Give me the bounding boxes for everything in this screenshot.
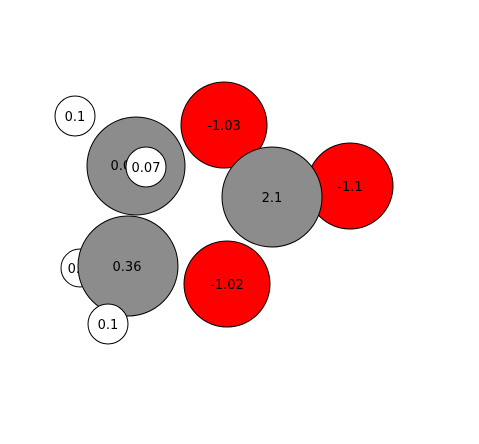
atom-charge-label: -1.03 [207, 119, 241, 134]
atom-h-bottom: 0.1 [87, 303, 129, 345]
atom-charge-label: 0.1 [65, 110, 86, 125]
atom-circle [87, 303, 129, 345]
atom-charge-label: 2.1 [262, 191, 283, 206]
atom-h-top-left: 0.1 [54, 95, 96, 137]
atom-center: 2.1 [221, 146, 323, 248]
atom-o-top: -1.03 [180, 81, 268, 169]
atom-o-bottom: -1.02 [183, 240, 271, 328]
atom-c-lower: 0.36 [77, 215, 179, 317]
atom-circle [77, 215, 179, 317]
atom-circle [125, 146, 167, 188]
atom-circle [183, 240, 271, 328]
atom-charge-label: -1.02 [210, 278, 244, 293]
atom-o-right: -1.1 [306, 142, 394, 230]
atom-charge-label: -1.1 [337, 180, 362, 195]
atom-circle [221, 146, 323, 248]
atom-circle [54, 95, 96, 137]
atom-h-on-c-upper: 0.07 [125, 146, 167, 188]
atom-charge-label: 0.07 [132, 161, 161, 176]
atom-circle [180, 81, 268, 169]
atom-charge-label: 0.1 [98, 318, 119, 333]
atom-charge-label: 0.36 [113, 260, 142, 275]
